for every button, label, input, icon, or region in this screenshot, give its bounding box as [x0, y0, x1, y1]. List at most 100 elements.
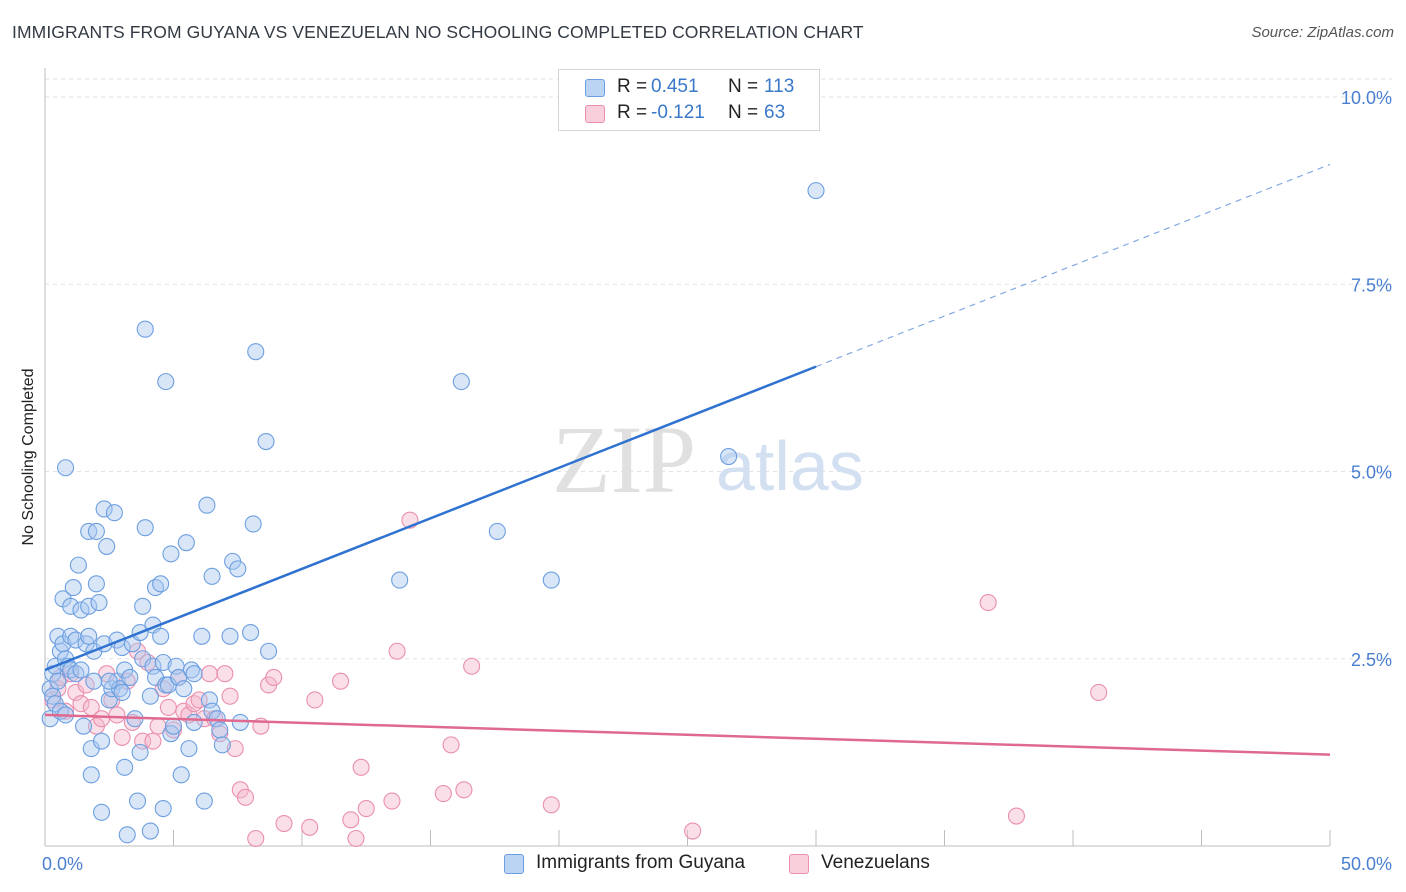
data-point-guyana: [116, 758, 134, 776]
data-point-venezuelans: [979, 594, 997, 612]
data-point-guyana: [82, 766, 100, 784]
data-point-guyana: [154, 653, 172, 672]
data-point-guyana: [144, 657, 162, 675]
data-point-guyana: [67, 631, 85, 649]
data-point-guyana: [72, 601, 90, 619]
data-point-guyana: [141, 687, 159, 705]
legend-label: Venezuelans: [821, 852, 930, 873]
data-point-guyana: [180, 740, 198, 758]
data-point-venezuelans: [113, 728, 131, 746]
data-point-guyana: [720, 447, 738, 466]
data-point-guyana: [208, 710, 226, 728]
data-point-venezuelans: [190, 691, 208, 709]
data-point-venezuelans: [92, 710, 111, 728]
data-point-guyana: [80, 597, 98, 615]
data-point-venezuelans: [455, 781, 473, 799]
n-label: N =: [728, 102, 759, 123]
data-point-guyana: [257, 432, 275, 451]
data-point-guyana: [100, 691, 118, 709]
data-point-venezuelans: [1007, 807, 1026, 825]
data-point-guyana: [198, 496, 216, 514]
blue-swatch: [585, 79, 605, 97]
data-point-guyana: [152, 575, 170, 593]
data-point-guyana: [49, 672, 67, 690]
watermark-atlas: atlas: [716, 427, 864, 505]
data-point-guyana: [247, 343, 265, 361]
data-point-venezuelans: [357, 799, 375, 818]
n-value: 63: [764, 102, 786, 123]
data-point-guyana: [69, 556, 87, 574]
x-tick-label-max: 50.0%: [1341, 854, 1392, 874]
data-point-venezuelans: [200, 665, 219, 683]
data-point-guyana: [118, 826, 136, 844]
data-point-guyana: [136, 320, 154, 338]
data-point-guyana: [177, 534, 195, 552]
data-point-venezuelans: [306, 691, 324, 709]
data-point-guyana: [121, 668, 139, 687]
r-label: R =: [617, 76, 648, 97]
tick-labels: 2.5% 5.0% 7.5% 10.0% 0.0% 50.0%: [42, 88, 1392, 874]
trend-lines: [44, 163, 1331, 756]
data-point-guyana: [185, 713, 203, 731]
data-point-guyana: [164, 717, 183, 735]
data-point-guyana: [92, 803, 111, 821]
data-point-guyana: [87, 522, 105, 540]
data-point-venezuelans: [347, 829, 365, 848]
y-tick-label: 5.0%: [1351, 463, 1392, 483]
data-point-guyana: [193, 627, 211, 645]
data-point-guyana: [152, 627, 170, 645]
data-point-venezuelans: [221, 687, 239, 705]
data-point-venezuelans: [275, 814, 293, 833]
data-point-venezuelans: [134, 732, 152, 750]
data-point-venezuelans: [463, 657, 481, 675]
y-tick-label: 2.5%: [1351, 650, 1392, 670]
data-point-guyana: [128, 792, 147, 810]
data-point-venezuelans: [247, 829, 265, 848]
trend-line-guyana: [44, 365, 817, 672]
data-point-guyana: [244, 515, 262, 533]
correlation-legend: R = 0.451 N = 113 R = -0.121 N = 63: [558, 69, 820, 131]
data-point-venezuelans: [159, 698, 177, 716]
data-point-guyana: [157, 373, 175, 391]
data-point-guyana: [213, 736, 231, 754]
trend-extension-guyana: [815, 163, 1331, 368]
data-point-venezuelans: [342, 811, 360, 829]
data-point-guyana: [98, 537, 116, 555]
grid-lines: [45, 78, 1392, 660]
data-point-venezuelans: [331, 672, 350, 690]
data-point-guyana: [195, 792, 213, 810]
data-point-guyana: [229, 560, 247, 578]
data-point-venezuelans: [77, 676, 95, 694]
trend-line-venezuelans: [44, 713, 1331, 756]
data-point-guyana: [90, 594, 108, 612]
data-point-guyana: [391, 571, 409, 589]
data-point-guyana: [260, 642, 278, 660]
data-point-venezuelans: [265, 668, 283, 687]
data-point-guyana: [175, 680, 193, 698]
x-tick-label-min: 0.0%: [42, 854, 83, 874]
data-point-venezuelans: [301, 818, 319, 836]
data-point-venezuelans: [216, 665, 234, 683]
data-point-venezuelans: [211, 725, 229, 743]
data-point-guyana: [488, 522, 506, 540]
n-value: 113: [764, 76, 795, 97]
data-point-guyana: [92, 732, 111, 750]
n-label: N =: [728, 76, 759, 97]
data-point-guyana: [162, 545, 180, 563]
data-point-venezuelans: [434, 785, 452, 803]
data-point-venezuelans: [388, 642, 406, 660]
data-point-venezuelans: [72, 695, 90, 713]
data-point-guyana: [80, 627, 98, 645]
data-point-venezuelans: [542, 796, 560, 814]
data-point-venezuelans: [226, 740, 244, 758]
data-point-venezuelans: [108, 706, 126, 724]
data-point-guyana: [105, 504, 123, 522]
y-tick-label: 7.5%: [1351, 275, 1392, 295]
data-point-guyana: [211, 721, 229, 739]
data-point-guyana: [242, 623, 260, 642]
data-point-guyana: [172, 766, 190, 784]
data-point-guyana: [100, 672, 118, 690]
data-point-guyana: [136, 519, 154, 537]
data-point-venezuelans: [144, 732, 162, 750]
source-label: Source: ZipAtlas.com: [1251, 24, 1394, 41]
